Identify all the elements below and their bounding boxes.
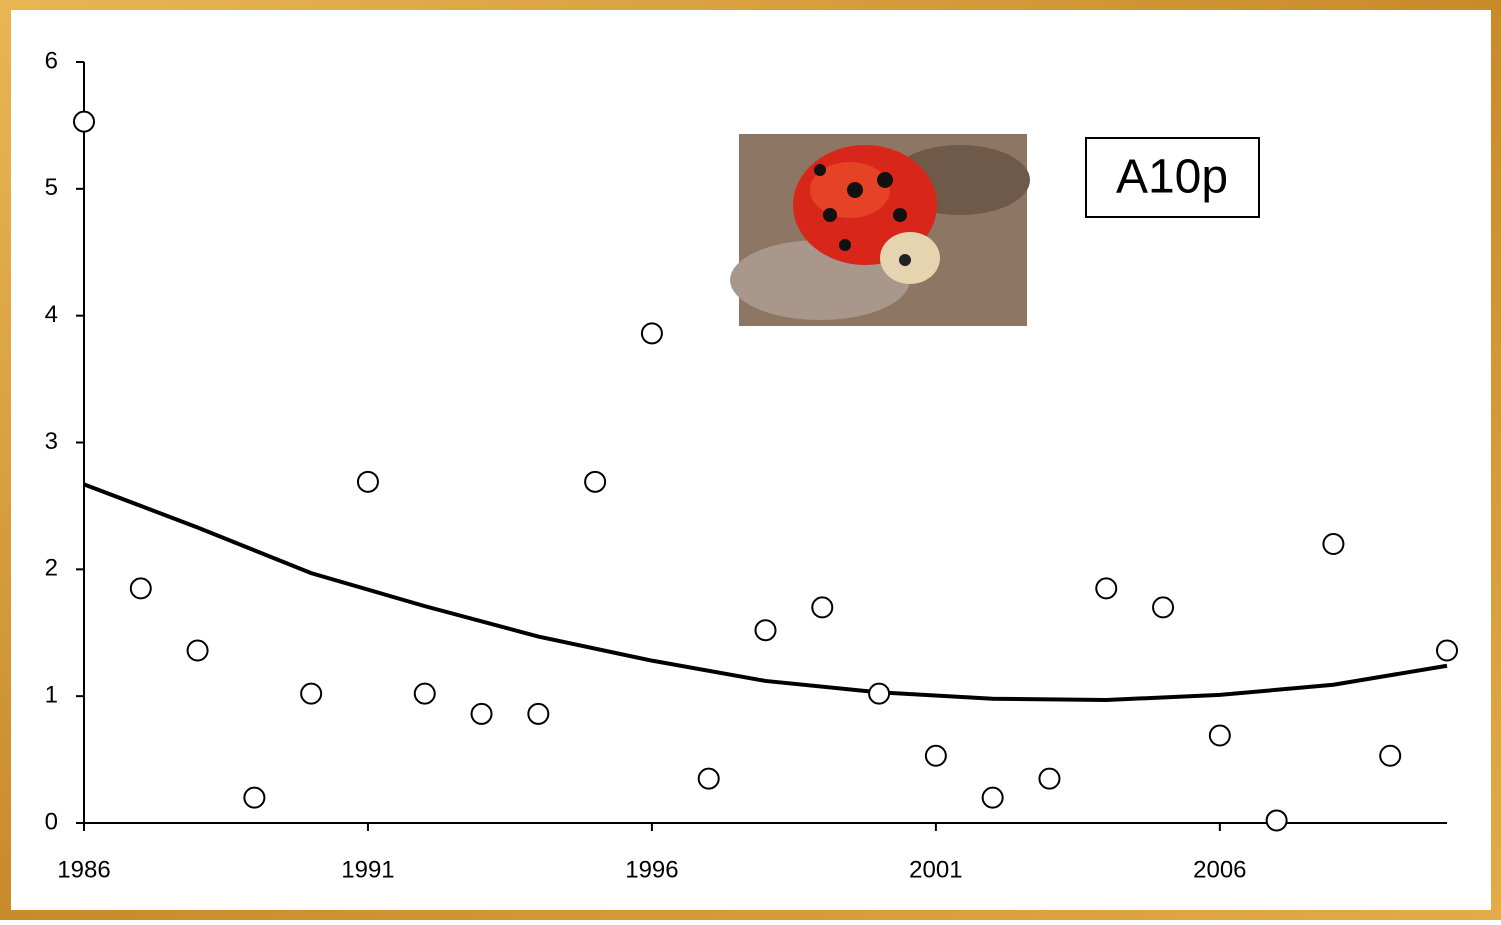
- annotation-box: [1085, 137, 1260, 218]
- data-point: [470, 702, 493, 725]
- x-tick-label: 1986: [57, 856, 110, 883]
- data-point: [811, 596, 834, 619]
- data-point: [1265, 809, 1288, 832]
- data-point: [1095, 577, 1118, 600]
- y-tick-label: 1: [45, 682, 58, 709]
- data-point: [754, 619, 777, 642]
- data-point: [186, 639, 209, 662]
- data-point: [1322, 532, 1345, 555]
- x-tick-label: 2006: [1193, 856, 1246, 883]
- trend-line: [83, 482, 1448, 702]
- data-point: [584, 470, 607, 493]
- data-point: [356, 470, 379, 493]
- x-tick-label: 2001: [909, 856, 962, 883]
- y-tick-label: 4: [45, 301, 58, 328]
- data-point: [1379, 744, 1402, 767]
- data-point: [527, 702, 550, 725]
- y-tick-label: 2: [45, 555, 58, 582]
- data-point: [868, 682, 891, 705]
- x-tick-label: 1996: [625, 856, 678, 883]
- data-point: [1436, 639, 1458, 662]
- data-point: [924, 744, 947, 767]
- data-point: [640, 322, 663, 345]
- annotation: A10p: [1116, 151, 1228, 204]
- data-point: [1208, 724, 1231, 747]
- data-point: [1152, 596, 1175, 619]
- y-tick-label: 3: [45, 428, 58, 455]
- data-point: [243, 786, 266, 809]
- data-point: [300, 682, 323, 705]
- data-point: [1038, 767, 1061, 790]
- ladybug-photo: [730, 134, 1030, 326]
- x-tick-label: 1991: [341, 856, 394, 883]
- data-point: [697, 767, 720, 790]
- data-point: [73, 110, 95, 133]
- data-point: [129, 577, 152, 600]
- data-point: [413, 682, 436, 705]
- y-tick-label: 0: [45, 808, 58, 835]
- y-tick-label: 6: [45, 47, 58, 74]
- y-tick-label: 5: [45, 174, 58, 201]
- data-point: [981, 786, 1004, 809]
